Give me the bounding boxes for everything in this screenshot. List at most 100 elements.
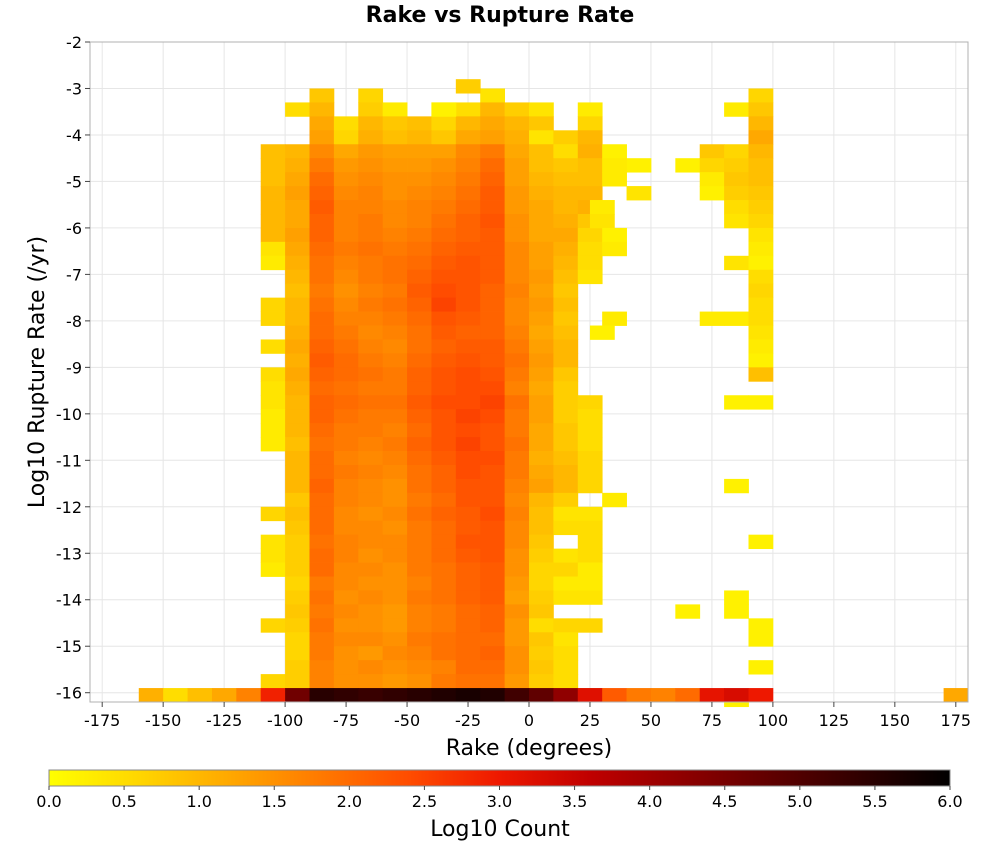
heatmap-cell: [358, 520, 384, 536]
heatmap-cell: [553, 506, 579, 522]
heatmap-cell: [407, 241, 432, 257]
heatmap-cell: [553, 646, 579, 661]
heatmap-cell: [724, 172, 749, 187]
heatmap-cell: [333, 562, 359, 577]
x-tick-label: -75: [333, 711, 359, 730]
heatmap-cell: [455, 227, 481, 243]
heatmap-cell: [480, 283, 506, 299]
heatmap-cell: [748, 186, 774, 201]
y-tick-label: -15: [56, 637, 82, 656]
heatmap-cell: [553, 255, 579, 271]
y-tick-label: -7: [66, 265, 82, 284]
heatmap-cell: [504, 102, 530, 117]
heatmap-cell: [504, 590, 530, 605]
heatmap-cell: [577, 395, 603, 410]
heatmap-cell: [309, 646, 335, 661]
heatmap-cell: [358, 646, 384, 661]
heatmap-cell: [358, 88, 384, 103]
heatmap-cell: [382, 409, 408, 424]
heatmap-cell: [748, 144, 774, 159]
heatmap-cell: [260, 227, 286, 243]
heatmap-cell: [431, 172, 457, 187]
heatmap-cell: [480, 688, 506, 703]
y-tick-label: -9: [66, 358, 82, 377]
heatmap-cell: [407, 283, 432, 299]
y-axis-label: Log10 Rupture Rate (/yr): [25, 236, 50, 508]
y-tick-label: -2: [66, 33, 82, 52]
heatmap-cell: [309, 130, 335, 145]
heatmap-cell: [529, 660, 554, 675]
heatmap-cell: [431, 478, 457, 494]
heatmap-cell: [382, 646, 408, 661]
heatmap-cell: [553, 297, 579, 312]
heatmap-cell: [724, 478, 749, 494]
heatmap-cell: [577, 409, 603, 424]
heatmap-cell: [455, 534, 481, 550]
heatmap-cell: [553, 144, 579, 159]
heatmap-cell: [504, 674, 530, 689]
heatmap-cell: [309, 297, 335, 312]
heatmap-cell: [285, 367, 310, 382]
heatmap-cell: [480, 451, 506, 466]
heatmap-cell: [333, 241, 359, 257]
x-tick-label: 75: [702, 711, 722, 730]
heatmap-cell: [407, 367, 432, 382]
heatmap-cell: [407, 297, 432, 312]
heatmap-cell: [529, 172, 554, 187]
heatmap-cell: [589, 200, 615, 215]
heatmap-cell: [285, 227, 310, 243]
heatmap-cell: [602, 492, 627, 508]
heatmap-cell: [309, 172, 335, 187]
heatmap-cell: [260, 423, 286, 438]
heatmap-cell: [333, 325, 359, 340]
heatmap-cell: [285, 548, 310, 563]
heatmap-cell: [504, 381, 530, 396]
heatmap-cell: [699, 688, 725, 703]
heatmap-cell: [724, 590, 749, 605]
heatmap-cell: [333, 492, 359, 508]
colorbar-label: Log10 Count: [430, 817, 570, 842]
heatmap-cell: [577, 520, 603, 536]
heatmap-cell: [382, 478, 408, 494]
heatmap-cell: [407, 534, 432, 550]
heatmap-cell: [260, 395, 286, 410]
heatmap-cell: [504, 297, 530, 312]
heatmap-cell: [455, 381, 481, 396]
heatmap-cell: [748, 353, 774, 368]
heatmap-cell: [748, 618, 774, 633]
heatmap-cell: [455, 451, 481, 466]
heatmap-cell: [455, 688, 481, 703]
heatmap-cell: [407, 339, 432, 354]
heatmap-cell: [309, 241, 335, 257]
heatmap-cell: [309, 325, 335, 340]
heatmap-cell: [577, 102, 603, 117]
heatmap-cell: [358, 241, 384, 257]
heatmap-cell: [480, 213, 506, 229]
heatmap-cell: [358, 604, 384, 619]
heatmap-cell: [382, 200, 408, 215]
heatmap-cell: [529, 144, 554, 159]
heatmap-cell: [748, 660, 774, 675]
heatmap-cell: [455, 158, 481, 173]
heatmap-cell: [504, 395, 530, 410]
heatmap-cell: [358, 437, 384, 452]
heatmap-cell: [748, 158, 774, 173]
heatmap-cell: [285, 339, 310, 354]
heatmap-cell: [748, 395, 774, 410]
heatmap-cell: [285, 562, 310, 577]
heatmap-cell: [529, 353, 554, 368]
heatmap-cell: [382, 241, 408, 257]
heatmap-cell: [407, 604, 432, 619]
heatmap-cell: [333, 311, 359, 326]
heatmap-cell: [455, 520, 481, 536]
heatmap-cell: [748, 311, 774, 326]
heatmap-cell: [504, 548, 530, 563]
heatmap-cell: [407, 478, 432, 494]
x-tick-label: -175: [84, 711, 120, 730]
heatmap-cell: [602, 227, 627, 243]
heatmap-cell: [309, 618, 335, 633]
heatmap-cell: [504, 367, 530, 382]
heatmap-cell: [285, 353, 310, 368]
heatmap-cell: [285, 172, 310, 187]
heatmap-cell: [455, 618, 481, 633]
